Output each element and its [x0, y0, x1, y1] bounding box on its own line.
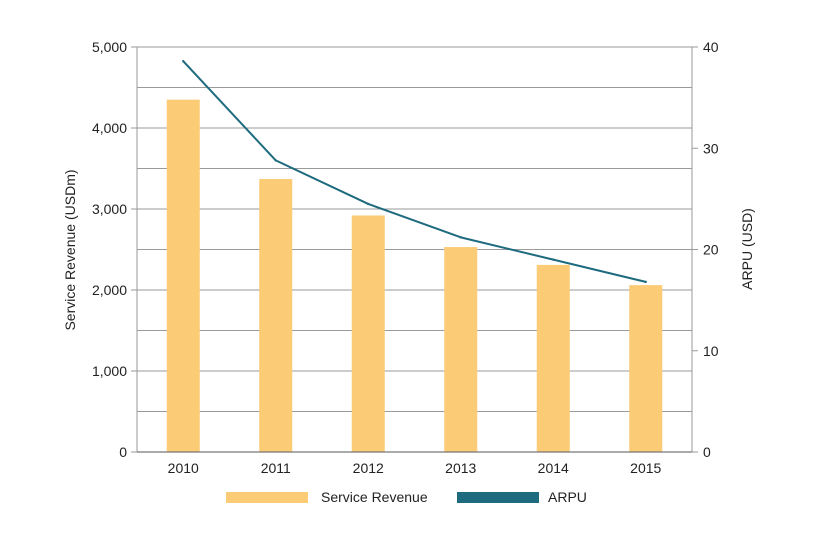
y-left-tick-label: 4,000 [92, 120, 127, 136]
bar-service-revenue [166, 99, 200, 453]
arpu-point [274, 159, 277, 162]
arpu-point [367, 202, 370, 206]
y-right-tick-label: 10 [703, 343, 719, 359]
arpu-point [459, 236, 462, 239]
bars [166, 99, 663, 453]
legend-swatch-service-revenue [226, 492, 308, 503]
legend: Service Revenue ARPU [226, 489, 587, 505]
x-tick-label: 2012 [353, 460, 384, 476]
x-tick-label: 2013 [445, 460, 476, 476]
y-right-axis-title: ARPU (USD) [739, 208, 755, 290]
arpu-line-group [182, 59, 647, 284]
y-left-tick-label: 2,000 [92, 282, 127, 298]
bar-service-revenue [444, 247, 478, 452]
arpu-point [182, 59, 185, 63]
y-right-tick-label: 30 [703, 140, 719, 156]
y-right-tick-label: 40 [703, 39, 719, 55]
arpu-point [552, 258, 555, 261]
bar-service-revenue [629, 285, 663, 452]
legend-swatch-arpu [457, 492, 539, 503]
y-left-tick-label: 5,000 [92, 39, 127, 55]
y-left-tick-label: 3,000 [92, 201, 127, 217]
y-left-axis-title: Service Revenue (USDm) [62, 169, 78, 330]
bar-service-revenue [259, 179, 293, 452]
arpu-line [182, 60, 646, 283]
bar-service-revenue [351, 215, 385, 452]
y-right-tick-label: 0 [703, 444, 711, 460]
y-left-tick-label: 1,000 [92, 363, 127, 379]
x-tick-label: 2010 [168, 460, 199, 476]
tick-labels: 0 1,000 2,000 3,000 4,000 5,000 0 10 20 30 40 2010 2… [92, 39, 719, 476]
y-right-tick-label: 20 [703, 242, 719, 258]
y-left-tick-label: 0 [119, 444, 127, 460]
legend-label-service-revenue: Service Revenue [321, 489, 428, 505]
x-tick-label: 2011 [261, 460, 291, 476]
bar-service-revenue [536, 264, 570, 452]
legend-label-arpu: ARPU [548, 489, 587, 505]
axes [131, 46, 698, 453]
x-tick-label: 2015 [630, 460, 661, 476]
gridlines [137, 46, 692, 412]
arpu-point [644, 280, 647, 284]
x-tick-label: 2014 [538, 460, 569, 476]
